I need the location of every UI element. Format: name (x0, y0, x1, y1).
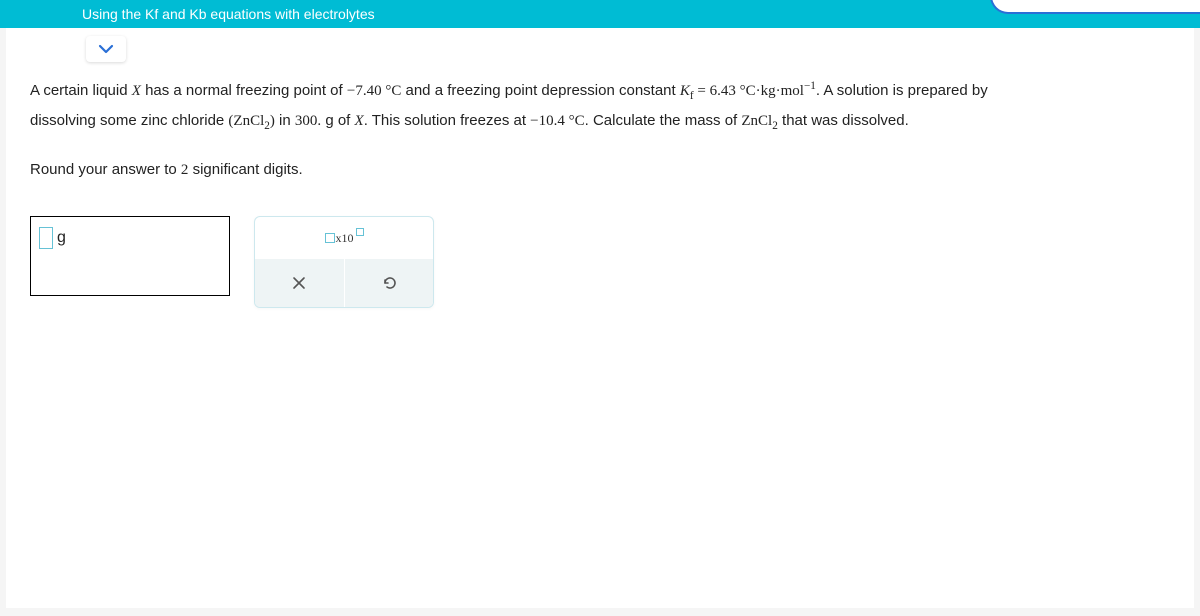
mass-solvent: 300. (295, 113, 321, 129)
formula-open: (ZnCl (228, 113, 264, 129)
formula2: ZnCl (741, 113, 772, 129)
chevron-down-icon (98, 44, 114, 54)
Kf-symbol: K (680, 83, 690, 99)
problem-content: A certain liquid X has a normal freezing… (6, 28, 1194, 608)
answer-area: g x10 (30, 216, 1170, 308)
text: has a normal freezing point of (141, 82, 347, 99)
Kf-exp: −1 (804, 80, 816, 92)
text: dissolving some zinc chloride (30, 112, 228, 129)
close-icon (291, 275, 307, 291)
exponent-box-icon (356, 228, 364, 236)
text: . A solution is prepared by (816, 82, 988, 99)
lesson-header: Using the Kf and Kb equations with elect… (0, 0, 1200, 28)
variable-X: X (355, 113, 364, 129)
text: A certain liquid (30, 82, 132, 99)
text: that was dissolved. (778, 112, 909, 129)
undo-button[interactable] (344, 259, 434, 307)
Kf-unit: °C·kg·mol (736, 83, 804, 99)
lesson-title: Using the Kf and Kb equations with elect… (82, 6, 375, 22)
sci-notation-button[interactable]: x10 (255, 217, 433, 259)
answer-input-box[interactable]: g (30, 216, 230, 296)
freezing-point-pure: −7.40 °C (347, 83, 401, 99)
text: and a freezing point depression constant (401, 82, 680, 99)
problem-statement: A certain liquid X has a normal freezing… (30, 76, 1170, 184)
freezing-point-solution: −10.4 °C (530, 113, 584, 129)
text: g of (321, 112, 354, 129)
toolbar-panel: x10 (254, 216, 434, 308)
Kf-value: 6.43 (710, 83, 736, 99)
expand-toggle-button[interactable] (86, 36, 126, 62)
variable-X: X (132, 83, 141, 99)
answer-unit: g (57, 223, 66, 253)
text: . This solution freezes at (364, 112, 530, 129)
x10-label: x10 (336, 227, 354, 250)
header-curve-decoration (990, 0, 1200, 14)
text: significant digits. (188, 161, 302, 178)
text: Round your answer to (30, 161, 181, 178)
clear-button[interactable] (255, 259, 344, 307)
equals: = (694, 83, 710, 99)
answer-placeholder-icon (39, 227, 53, 249)
text: in (275, 112, 295, 129)
mantissa-box-icon (325, 233, 335, 243)
text: . Calculate the mass of (585, 112, 742, 129)
undo-icon (380, 274, 398, 292)
